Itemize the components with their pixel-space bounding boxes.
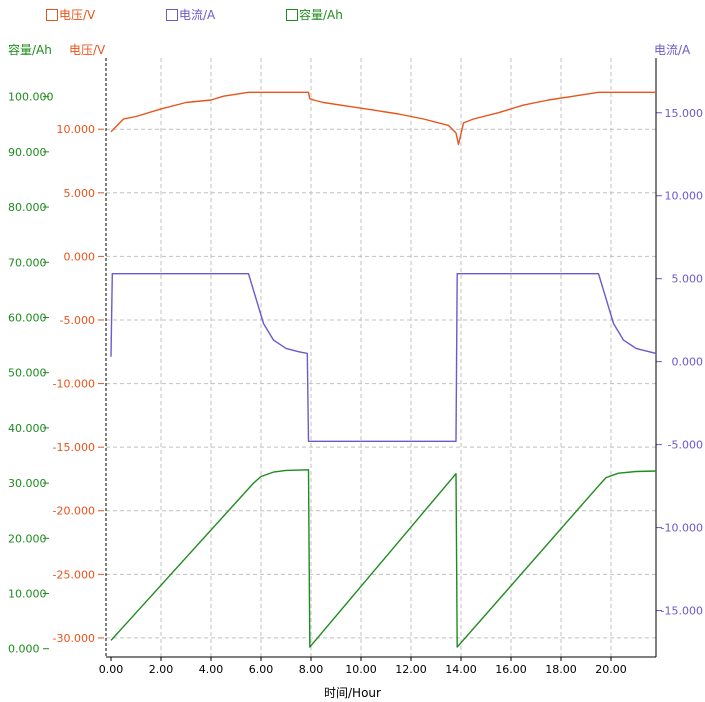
voltage-tick-label: -20.000 [53, 505, 95, 518]
current-tick-label: -15.000 [661, 605, 703, 618]
x-axis-title: 时间/Hour [324, 686, 381, 700]
voltage-tick-label: -5.000 [60, 314, 95, 327]
x-tick-label: 8.00 [299, 663, 324, 676]
x-tick-label: 0.00 [99, 663, 124, 676]
capacity-axis-title: 容量/Ah [8, 43, 52, 57]
current-tick-label: -5.000 [668, 439, 703, 452]
current-tick-label: -10.000 [661, 522, 703, 535]
legend-swatch-capacity [286, 8, 298, 21]
current-tick-label: 15.000 [665, 107, 704, 120]
voltage-tick-label: -30.000 [53, 632, 95, 645]
legend-label-current: 电流/A [179, 8, 216, 22]
voltage-tick-label: -15.000 [53, 441, 95, 454]
x-tick-label: 18.00 [545, 663, 577, 676]
capacity-tick-label: 30.000 [8, 477, 47, 490]
current-tick-label: 5.000 [672, 273, 704, 286]
voltage-tick-label: -25.000 [53, 568, 95, 581]
voltage-tick-label: -10.000 [53, 378, 95, 391]
capacity-tick-label: 10.000 [8, 588, 47, 601]
capacity-tick-label: 70.000 [8, 256, 47, 269]
x-tick-label: 2.00 [149, 663, 174, 676]
voltage-axis-title: 电压/V [69, 43, 106, 57]
capacity-tick-label: 40.000 [8, 422, 47, 435]
capacity-series-line [110, 469, 657, 648]
voltage-tick-label: 0.000 [64, 250, 96, 263]
x-tick-label: 6.00 [249, 663, 274, 676]
legend-swatch-voltage [46, 8, 58, 21]
x-tick-label: 20.00 [595, 663, 627, 676]
capacity-tick-label: 0.000 [8, 643, 40, 656]
x-tick-label: 14.00 [445, 663, 477, 676]
current-tick-label: 0.000 [672, 356, 704, 369]
legend-swatch-current [166, 8, 178, 21]
x-tick-label: 4.00 [199, 663, 224, 676]
legend-item-voltage[interactable]: 电压/V [46, 6, 95, 23]
capacity-tick-label: 20.000 [8, 532, 47, 545]
voltage-series-line [110, 91, 656, 146]
x-tick-label: 16.00 [495, 663, 527, 676]
capacity-tick-label: 100.000 [8, 91, 54, 104]
voltage-tick-label: 10.000 [57, 123, 96, 136]
x-tick-label: 10.00 [345, 663, 377, 676]
capacity-tick-label: 60.000 [8, 311, 47, 324]
voltage-tick-label: 5.000 [64, 187, 96, 200]
capacity-tick-label: 80.000 [8, 201, 47, 214]
legend-label-voltage: 电压/V [59, 8, 96, 22]
current-axis-title: 电流/A [654, 43, 691, 57]
current-series-line [110, 273, 657, 442]
legend-item-capacity[interactable]: 容量/Ah [286, 6, 343, 23]
legend-item-current[interactable]: 电流/A [166, 6, 215, 23]
current-tick-label: 10.000 [665, 190, 704, 203]
capacity-tick-label: 50.000 [8, 367, 47, 380]
legend-label-capacity: 容量/Ah [299, 8, 343, 22]
x-tick-label: 12.00 [395, 663, 427, 676]
capacity-tick-label: 90.000 [8, 146, 47, 159]
